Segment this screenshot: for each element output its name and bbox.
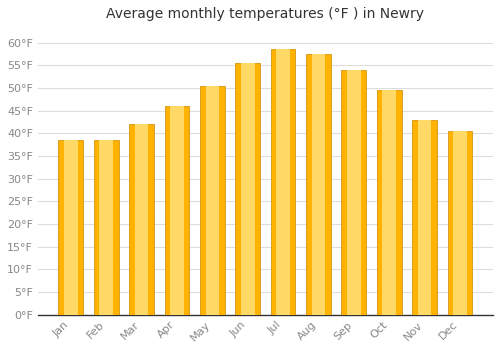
Bar xyxy=(276,49,290,315)
Bar xyxy=(342,70,366,315)
Bar xyxy=(418,120,432,315)
Bar xyxy=(170,106,184,315)
Bar xyxy=(347,70,360,315)
Bar xyxy=(135,124,148,315)
Bar xyxy=(64,140,78,315)
Bar xyxy=(58,140,84,315)
Bar xyxy=(129,124,154,315)
Bar xyxy=(377,90,402,315)
Bar xyxy=(312,54,326,315)
Bar xyxy=(241,63,254,315)
Title: Average monthly temperatures (°F ) in Newry: Average monthly temperatures (°F ) in Ne… xyxy=(106,7,424,21)
Bar xyxy=(164,106,190,315)
Bar xyxy=(236,63,260,315)
Bar xyxy=(412,120,437,315)
Bar xyxy=(100,140,113,315)
Bar xyxy=(382,90,396,315)
Bar xyxy=(200,86,225,315)
Bar xyxy=(206,86,219,315)
Bar xyxy=(270,49,295,315)
Bar xyxy=(453,131,467,315)
Bar xyxy=(306,54,331,315)
Bar xyxy=(448,131,472,315)
Bar xyxy=(94,140,118,315)
